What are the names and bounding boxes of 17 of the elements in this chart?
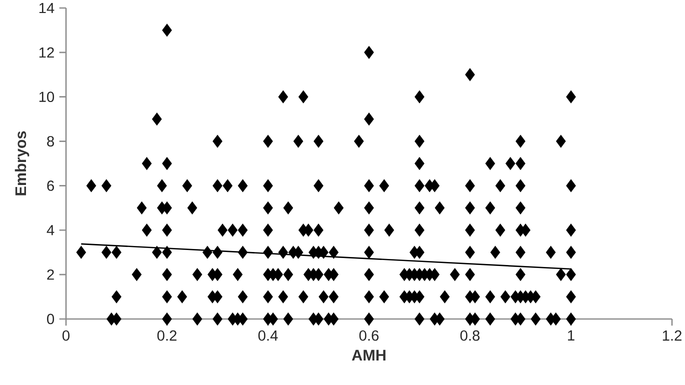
x-tick-label: 1.2 <box>662 330 682 341</box>
y-tick-label: 4 <box>46 225 54 236</box>
y-tick-label: 0 <box>47 314 54 324</box>
x-tick-label: 0.6 <box>359 330 379 341</box>
y-tick-label: 2 <box>47 269 54 280</box>
y-tick-label: 10 <box>39 92 54 102</box>
x-tick-label: 0.2 <box>157 330 176 341</box>
x-tick-label: 1 <box>568 330 574 340</box>
y-tick-label: 6 <box>47 180 54 191</box>
x-tick-label: 0.8 <box>460 330 480 341</box>
x-tick-label: 0 <box>62 330 70 341</box>
x-axis-title: AMH <box>352 350 386 360</box>
y-tick-label: 8 <box>47 136 54 146</box>
x-tick-label: 0.4 <box>258 330 278 341</box>
y-axis-title: Embryos <box>14 131 30 196</box>
y-tick-label: 14 <box>39 2 54 14</box>
y-tick-label: 12 <box>39 47 54 58</box>
